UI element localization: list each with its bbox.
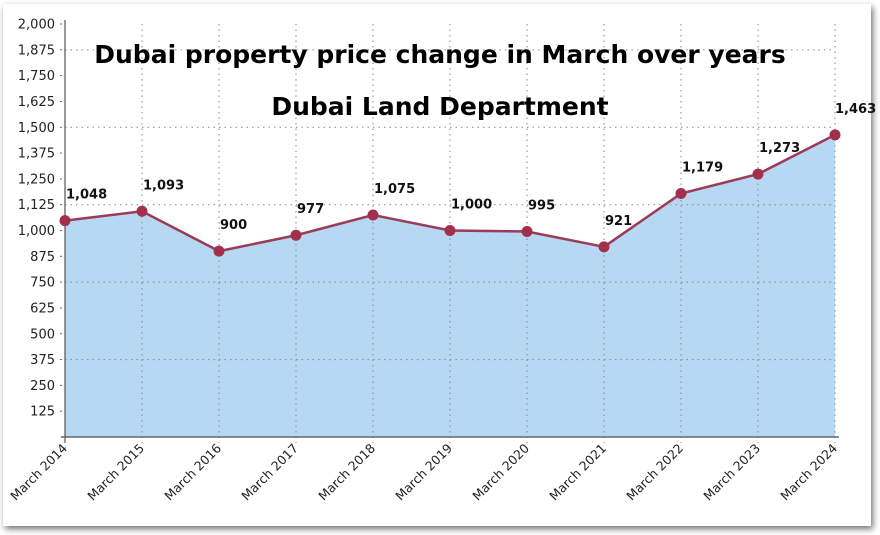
data-point	[213, 245, 225, 257]
x-tick-label: March 2023	[700, 441, 763, 504]
y-tick-label: 125	[30, 405, 55, 420]
x-tick-label: March 2022	[623, 441, 686, 504]
data-label: 1,000	[451, 198, 492, 213]
chart-title: Dubai property price change in March ove…	[94, 40, 786, 69]
x-tick-label: March 2019	[392, 440, 455, 503]
data-point	[444, 225, 456, 236]
y-tick-label: 625	[30, 301, 55, 316]
y-tick-label: 1,125	[18, 198, 55, 213]
data-label: 995	[528, 199, 555, 214]
y-tick-label: 500	[30, 327, 55, 342]
area-fill	[65, 134, 835, 437]
data-point	[290, 229, 302, 241]
y-tick-label: 750	[30, 276, 55, 291]
y-tick-label: 1,000	[18, 224, 55, 239]
data-label: 1,273	[759, 141, 800, 156]
data-label: 921	[605, 214, 632, 229]
data-label: 1,048	[66, 188, 107, 203]
data-point	[829, 129, 841, 141]
x-tick-label: March 2020	[469, 440, 532, 503]
x-tick-label: March 2016	[161, 440, 224, 503]
data-point	[367, 209, 379, 221]
data-point	[675, 188, 687, 200]
y-tick-label: 1,250	[18, 172, 55, 187]
y-tick-label: 1,625	[18, 95, 55, 110]
x-tick-label: March 2021	[546, 441, 609, 504]
x-tick-label: March 2024	[777, 440, 840, 503]
data-point	[136, 205, 148, 217]
x-tick-label: March 2017	[238, 441, 301, 504]
y-tick-label: 2,000	[18, 18, 55, 33]
y-tick-label: 1,500	[18, 121, 55, 136]
data-label: 1,075	[374, 182, 415, 197]
x-tick-label: March 2015	[84, 441, 147, 504]
data-label: 977	[297, 202, 324, 217]
x-tick-label: March 2018	[315, 440, 378, 503]
y-tick-label: 1,750	[18, 69, 55, 84]
y-tick-label: 250	[30, 379, 55, 394]
x-tick-label: March 2014	[7, 440, 70, 503]
data-label: 900	[220, 218, 247, 233]
y-tick-label: 1,375	[18, 147, 55, 162]
chart-subtitle: Dubai Land Department	[271, 92, 609, 121]
y-tick-label: 1,875	[18, 43, 55, 58]
data-label: 1,463	[835, 102, 876, 117]
data-label: 1,179	[682, 161, 723, 176]
y-tick-label: 375	[30, 353, 55, 368]
data-point	[521, 226, 533, 238]
data-point	[59, 215, 71, 227]
data-label: 1,093	[143, 178, 184, 193]
y-tick-label: 875	[30, 250, 55, 265]
data-point	[752, 168, 764, 180]
data-point	[598, 241, 610, 253]
